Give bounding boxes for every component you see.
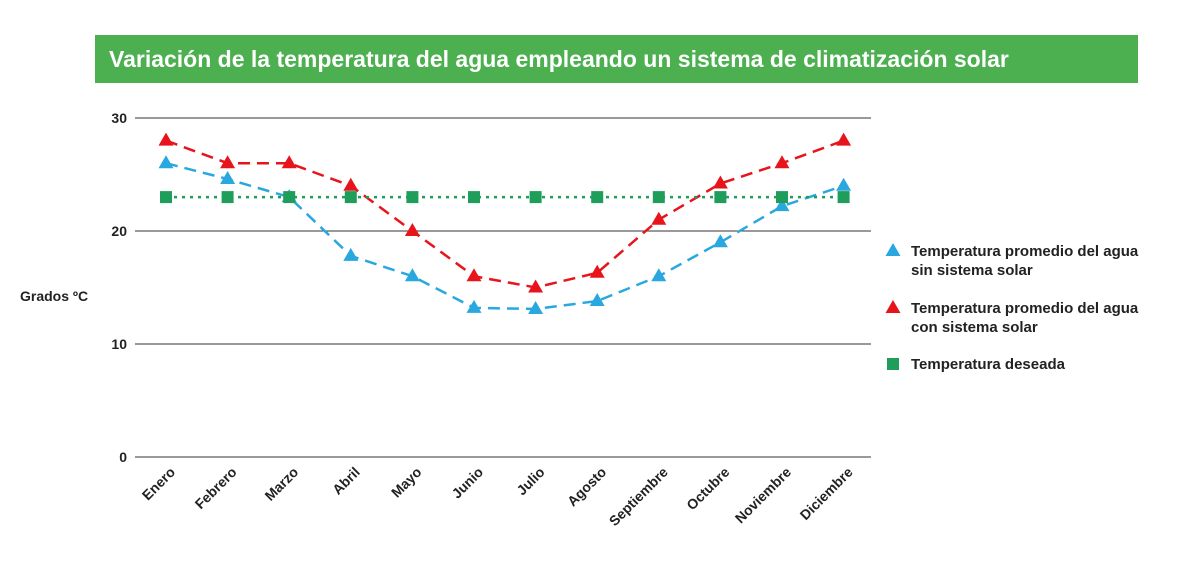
data-point <box>404 223 420 236</box>
x-axis-ticks: Enero Febrero Marzo Abril Mayo Junio Julio Agos… <box>139 464 856 529</box>
legend-label: Temperatura promedio del agua <box>911 243 1139 260</box>
gridlines <box>135 117 871 458</box>
data-point <box>220 155 236 169</box>
data-point <box>283 191 296 204</box>
data-point <box>158 132 174 146</box>
data-point <box>589 293 605 307</box>
x-tick-label: Junio <box>448 464 486 502</box>
data-point <box>774 198 790 212</box>
data-point <box>591 191 604 204</box>
x-tick-label: Noviembre <box>732 464 795 527</box>
data-point <box>651 268 667 282</box>
series-temperatura-deseada <box>160 191 850 204</box>
legend-label: con sistema solar <box>911 319 1038 336</box>
y-axis-ticks: 0 10 20 30 <box>111 110 127 465</box>
data-point <box>776 191 788 204</box>
x-tick-label: Julio <box>513 464 547 498</box>
y-tick-label: 30 <box>111 110 127 126</box>
y-tick-label: 10 <box>111 336 127 352</box>
series <box>158 132 852 314</box>
series-line <box>165 161 844 311</box>
series-temperatura-promedio-del-agua-sin-sistema-solar <box>158 155 852 314</box>
data-point <box>404 268 420 282</box>
x-tick-label: Abril <box>329 464 363 498</box>
series-line <box>165 139 845 289</box>
data-point <box>466 268 482 282</box>
legend-label: Temperatura deseada <box>911 356 1066 373</box>
x-tick-label: Enero <box>139 464 178 503</box>
data-point <box>652 191 665 204</box>
data-point <box>343 177 359 191</box>
series-temperatura-promedio-del-agua-con-sistema-solar <box>158 132 852 293</box>
data-point <box>836 132 852 146</box>
data-point <box>406 191 419 204</box>
legend-item: Temperatura promedio del agua sin sistema… <box>885 243 1139 279</box>
data-point <box>714 191 727 204</box>
data-point <box>651 211 667 225</box>
x-tick-label: Octubre <box>683 464 732 513</box>
data-point <box>712 175 728 189</box>
data-point <box>468 191 480 204</box>
data-point <box>158 155 174 169</box>
legend-label: sin sistema solar <box>911 262 1033 279</box>
legend-marker <box>885 243 901 256</box>
x-tick-label: Marzo <box>261 464 301 504</box>
data-point <box>712 234 728 248</box>
data-point <box>528 300 544 314</box>
x-tick-label: Septiembre <box>606 464 671 529</box>
data-point <box>220 171 236 185</box>
data-point <box>837 191 850 204</box>
data-point <box>589 264 605 278</box>
legend-marker <box>887 358 899 370</box>
data-point <box>836 177 852 191</box>
data-point <box>528 279 544 293</box>
x-tick-label: Diciembre <box>797 464 856 523</box>
data-point <box>160 191 172 204</box>
data-point <box>529 191 542 204</box>
legend-label: Temperatura promedio del agua <box>911 300 1139 317</box>
data-point <box>281 155 297 169</box>
data-point <box>774 155 790 169</box>
y-tick-label: 0 <box>119 449 127 465</box>
x-tick-label: Febrero <box>192 464 240 512</box>
data-point <box>343 247 359 261</box>
data-point <box>221 191 234 204</box>
x-tick-label: Mayo <box>388 464 425 501</box>
legend: Temperatura promedio del agua sin sistema… <box>885 243 1139 373</box>
legend-item: Temperatura promedio del agua con sistema… <box>885 300 1139 336</box>
legend-marker <box>885 300 901 313</box>
legend-item: Temperatura deseada <box>887 356 1066 373</box>
y-axis-label: Grados ºC <box>20 288 88 304</box>
data-point <box>344 191 357 204</box>
y-tick-label: 20 <box>111 223 127 239</box>
data-point <box>466 299 482 313</box>
chart-title: Variación de la temperatura del agua emp… <box>95 35 1138 83</box>
x-tick-label: Agosto <box>564 464 609 509</box>
